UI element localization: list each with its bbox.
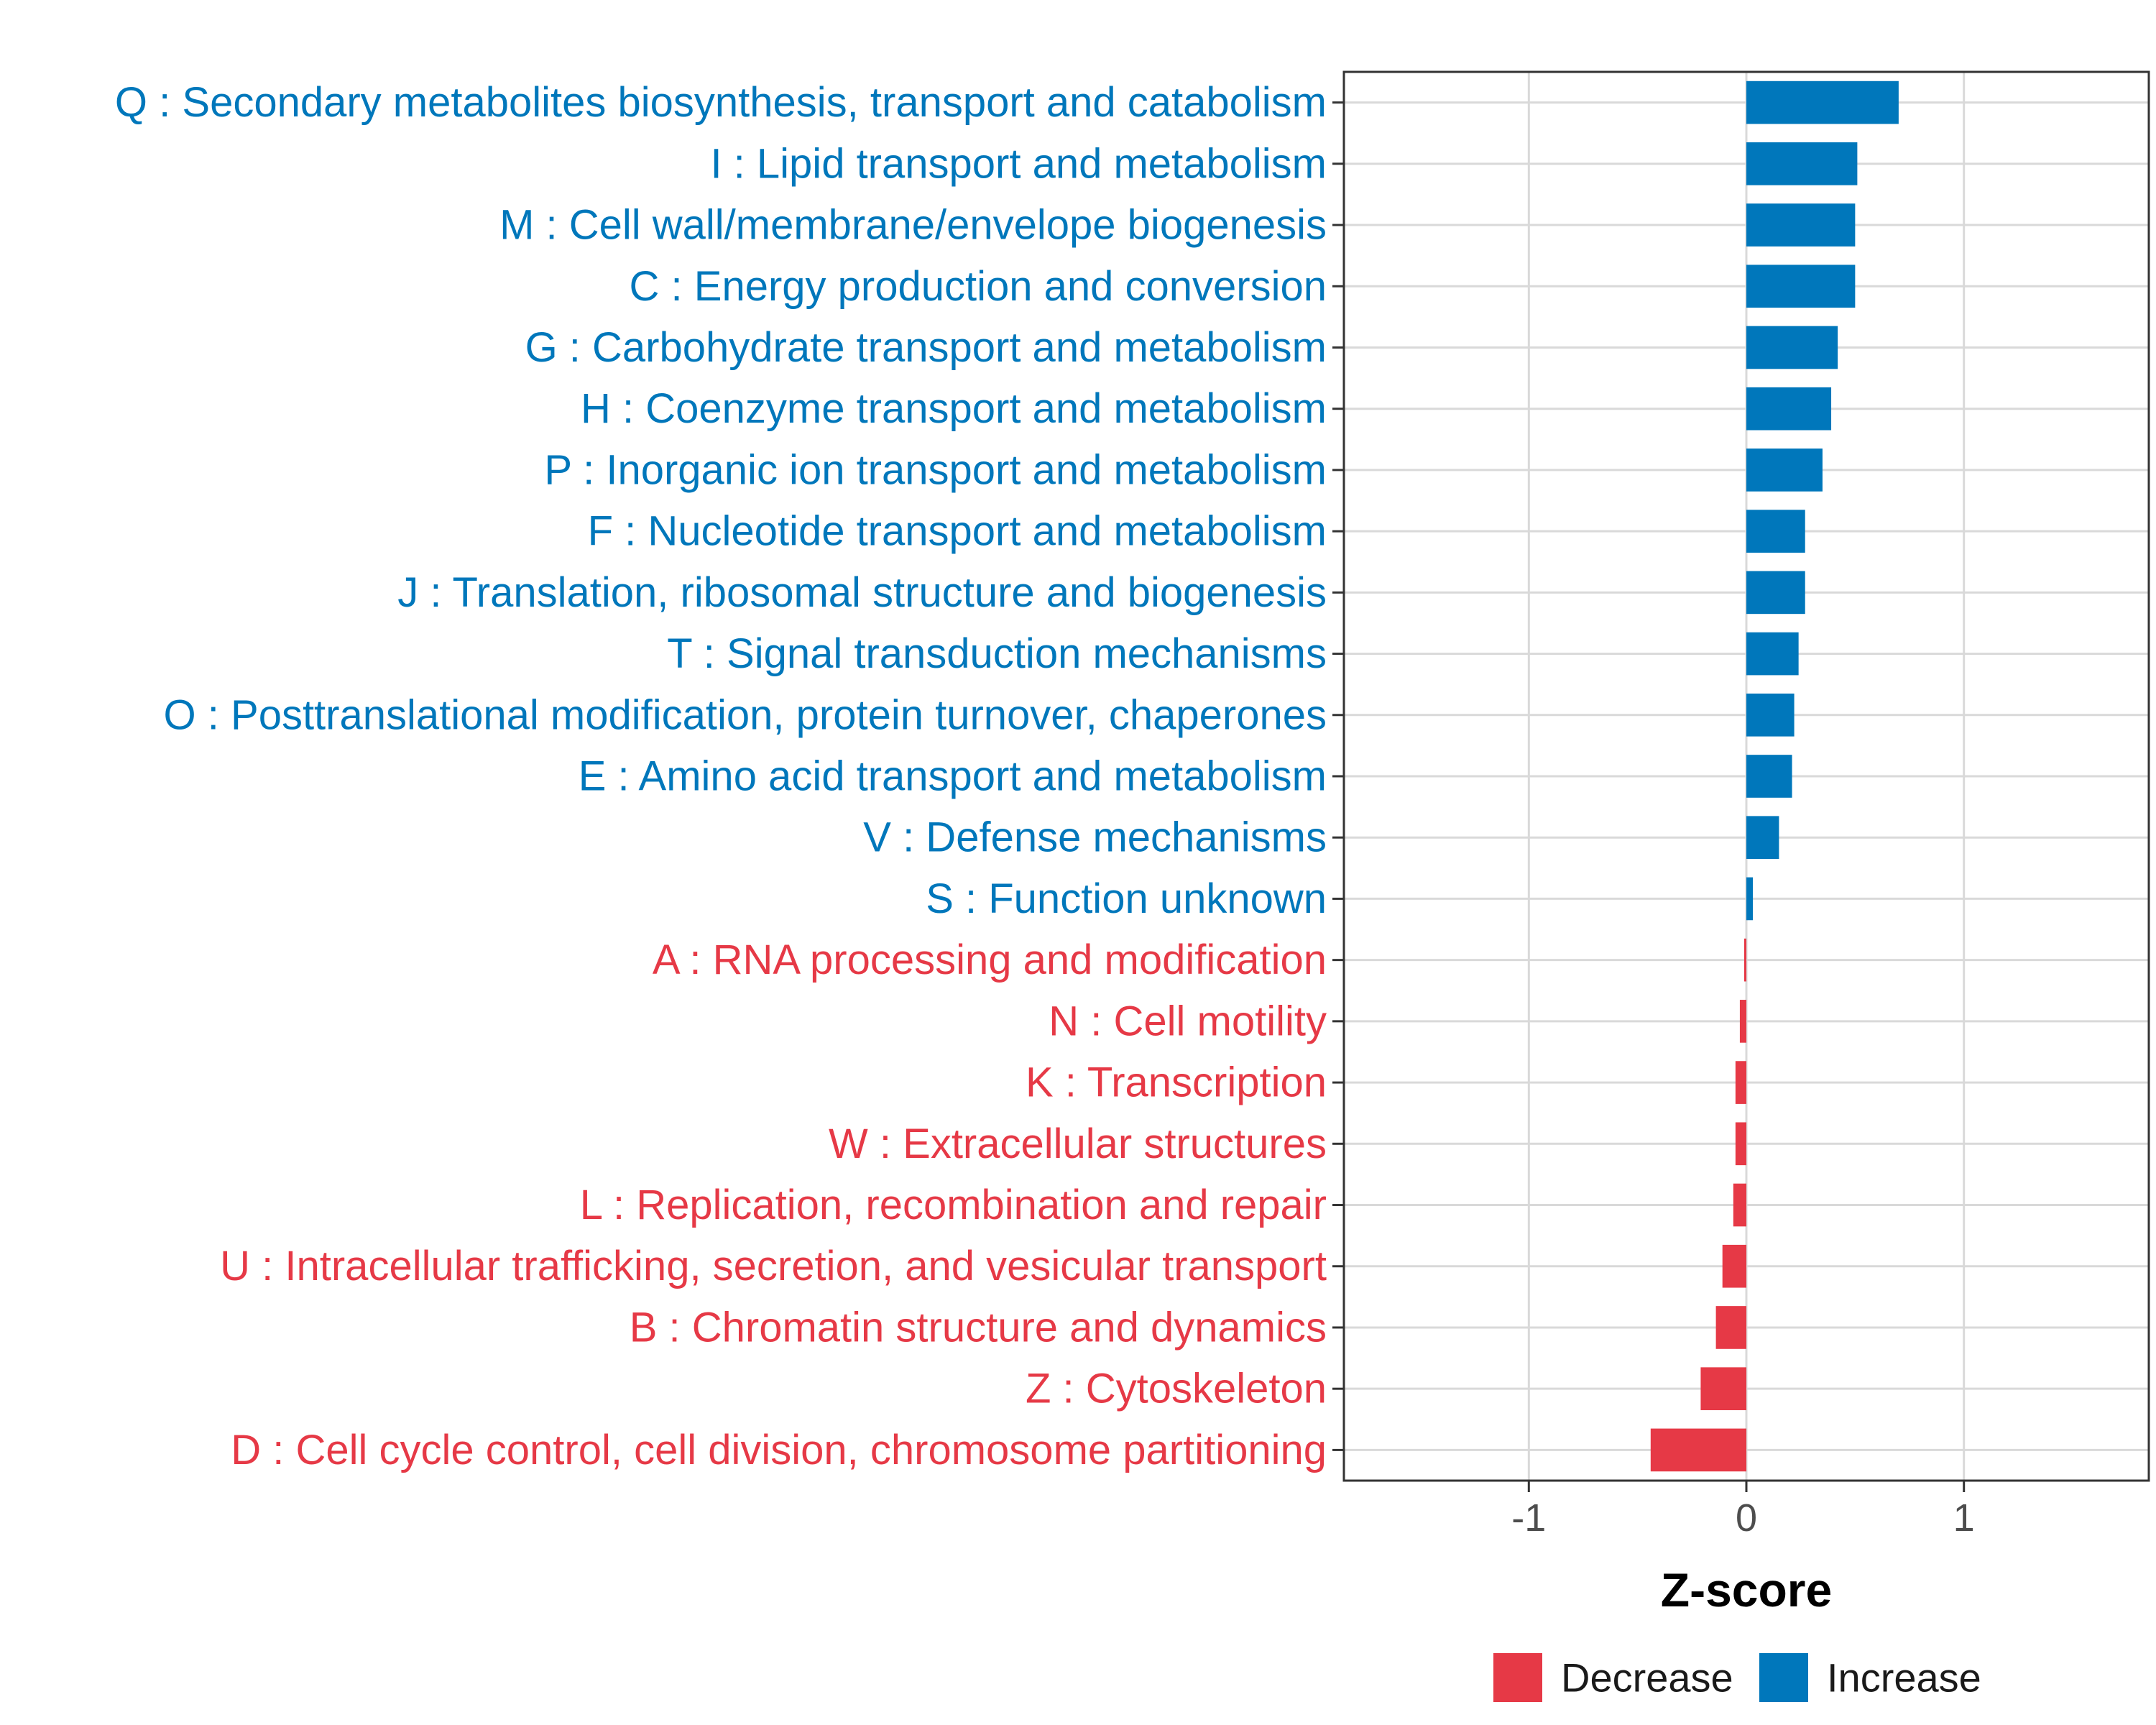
legend-key-decrease xyxy=(1493,1653,1542,1702)
y-tick-label: J : Translation, ribosomal structure and… xyxy=(397,569,1327,616)
y-tick-label: T : Signal transduction mechanisms xyxy=(667,630,1327,677)
legend-key-increase xyxy=(1759,1653,1808,1702)
y-tick-label: G : Carbohydrate transport and metabolis… xyxy=(525,324,1327,371)
bar-a xyxy=(1743,938,1746,982)
y-tick-label: C : Energy production and conversion xyxy=(630,263,1327,310)
legend-label-increase: Increase xyxy=(1827,1655,1981,1701)
y-tick-label: H : Coenzyme transport and metabolism xyxy=(581,385,1327,432)
x-tick-label: -1 xyxy=(1511,1496,1546,1540)
bar-g xyxy=(1746,326,1838,369)
bar-f xyxy=(1746,510,1805,553)
y-tick-label: O : Posttranslational modification, prot… xyxy=(164,691,1327,738)
y-tick-label: W : Extracellular structures xyxy=(829,1121,1327,1167)
y-tick-label: A : RNA processing and modification xyxy=(653,937,1327,983)
bar-b xyxy=(1715,1306,1746,1349)
y-tick-label: F : Nucleotide transport and metabolism xyxy=(588,508,1327,555)
bar-p xyxy=(1746,448,1823,492)
x-axis: -1 0 1 xyxy=(1511,1481,1975,1540)
bar-t xyxy=(1746,632,1799,676)
x-axis-title: Z-score xyxy=(1661,1563,1832,1616)
y-tick-label: S : Function unknown xyxy=(926,875,1327,922)
y-tick-label: Z : Cytoskeleton xyxy=(1026,1366,1327,1412)
y-tick-label: N : Cell motility xyxy=(1049,998,1327,1044)
y-tick-label: B : Chromatin structure and dynamics xyxy=(630,1304,1327,1351)
y-tick-label: M : Cell wall/membrane/envelope biogenes… xyxy=(499,202,1327,249)
legend-label-decrease: Decrease xyxy=(1561,1655,1733,1701)
y-tick-label: U : Intracellular trafficking, secretion… xyxy=(220,1243,1327,1289)
y-tick-label: L : Replication, recombination and repai… xyxy=(580,1182,1327,1228)
bar-h xyxy=(1746,387,1832,431)
bar-j xyxy=(1746,571,1805,615)
x-tick-label: 1 xyxy=(1953,1496,1975,1540)
bar-e xyxy=(1746,755,1792,798)
y-tick-label: V : Defense mechanisms xyxy=(863,814,1327,861)
bar-k xyxy=(1735,1061,1746,1104)
bar-q xyxy=(1746,80,1899,124)
bar-d xyxy=(1650,1428,1746,1472)
bar-i xyxy=(1746,142,1858,185)
bar-n xyxy=(1739,1000,1746,1043)
y-tick-label: P : Inorganic ion transport and metaboli… xyxy=(544,446,1327,493)
bar-z xyxy=(1700,1367,1746,1410)
bar-v xyxy=(1746,816,1779,860)
y-tick-label: D : Cell cycle control, cell division, c… xyxy=(231,1427,1327,1473)
bar-w xyxy=(1735,1122,1746,1166)
x-tick-label: 0 xyxy=(1736,1496,1757,1540)
bar-s xyxy=(1746,877,1754,921)
bar-l xyxy=(1733,1183,1746,1227)
bar-o xyxy=(1746,693,1795,737)
y-tick-label: E : Amino acid transport and metabolism xyxy=(579,753,1327,800)
bar-m xyxy=(1746,203,1856,247)
y-tick-label: Q : Secondary metabolites biosynthesis, … xyxy=(115,79,1327,126)
y-tick-label: I : Lipid transport and metabolism xyxy=(710,140,1327,187)
bar-u xyxy=(1722,1244,1746,1288)
y-axis: Q : Secondary metabolites biosynthesis, … xyxy=(115,79,1344,1473)
bar-c xyxy=(1746,264,1856,308)
legend: Decrease Increase xyxy=(1493,1653,1981,1702)
bars-layer xyxy=(1650,80,1899,1472)
y-tick-label: K : Transcription xyxy=(1026,1059,1327,1106)
